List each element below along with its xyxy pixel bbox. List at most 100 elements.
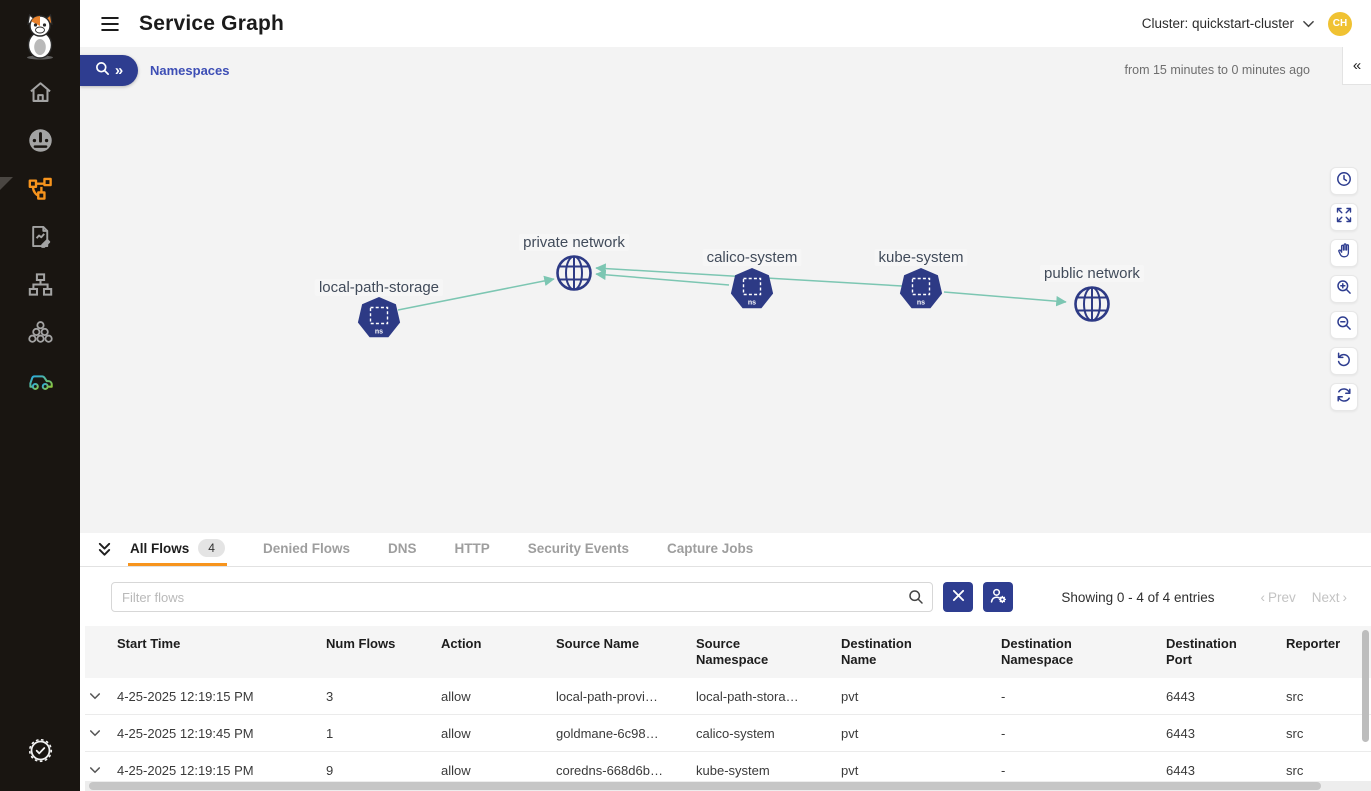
hamburger-menu-icon[interactable] — [99, 13, 121, 35]
time-settings-button[interactable] — [1330, 167, 1358, 195]
showing-entries-label: Showing 0 - 4 of 4 entries — [1061, 589, 1215, 605]
svg-text:ns: ns — [917, 300, 925, 307]
refresh-button[interactable] — [1330, 383, 1358, 411]
sidebar-item-service-graph[interactable] — [0, 167, 80, 215]
flows-tabbar: All Flows 4 Denied Flows DNS HTTP Securi… — [80, 533, 1371, 567]
collapse-flows-panel-button[interactable] — [96, 541, 113, 558]
graph-node-label[interactable]: private network — [519, 234, 629, 251]
tab-label: Denied Flows — [262, 540, 350, 556]
chevrons-down-icon — [98, 542, 111, 556]
network-sitemap-icon — [27, 271, 54, 303]
col-source-name[interactable]: Source Name — [556, 636, 640, 651]
col-destination-name[interactable]: Destination Name — [841, 636, 912, 668]
flow-settings-button[interactable] — [983, 582, 1013, 612]
cell-destination-name: pvt — [841, 725, 859, 741]
sidebar-item-compliance[interactable] — [0, 729, 80, 777]
cell-source-name: local-path-provi… — [556, 688, 658, 704]
horizontal-scrollbar-thumb[interactable] — [89, 782, 1321, 790]
close-icon — [952, 589, 965, 605]
search-icon — [908, 589, 924, 610]
home-icon — [27, 79, 54, 111]
chevrons-right-icon: » — [114, 62, 124, 79]
col-source-namespace[interactable]: Source Namespace — [696, 636, 769, 668]
car-icon — [27, 367, 54, 399]
cell-num-flows: 3 — [326, 688, 334, 704]
tab-all-flows[interactable]: All Flows 4 — [128, 533, 227, 566]
graph-node-label[interactable]: public network — [1040, 265, 1144, 282]
horizontal-scrollbar[interactable] — [85, 781, 1371, 791]
reports-icon — [27, 223, 54, 255]
user-gear-icon — [989, 587, 1007, 608]
col-destination-namespace[interactable]: Destination Namespace — [1001, 636, 1074, 668]
cluster-selector[interactable]: Cluster: quickstart-cluster — [1142, 16, 1314, 31]
namespace-heptagon-icon: ns — [730, 268, 774, 315]
graph-node-namespace[interactable]: ns — [899, 267, 943, 316]
sidebar-item-cluster[interactable] — [0, 311, 80, 359]
chevron-down-icon — [89, 766, 101, 773]
graph-tools — [1330, 167, 1358, 411]
compliance-badge-icon — [27, 737, 54, 769]
filter-flows-input[interactable] — [111, 582, 933, 612]
cell-source-namespace: calico-system — [696, 725, 775, 741]
table-row[interactable]: 4-25-2025 12:19:45 PM 1 allow goldmane-6… — [85, 715, 1371, 752]
graph-node-namespace[interactable]: ns — [357, 296, 401, 345]
graph-node-network[interactable] — [1072, 284, 1112, 329]
right-panel-toggle[interactable]: « — [1342, 47, 1371, 85]
tab-security-events[interactable]: Security Events — [526, 533, 631, 566]
row-expand-button[interactable] — [85, 729, 117, 738]
undo-button[interactable] — [1330, 347, 1358, 375]
clear-filter-button[interactable] — [943, 582, 973, 612]
sidebar-active-notch — [0, 177, 13, 190]
zoom-out-button[interactable] — [1330, 311, 1358, 339]
chevron-down-icon — [1303, 16, 1314, 31]
chevron-left-icon: ‹ — [1260, 589, 1265, 605]
col-reporter[interactable]: Reporter — [1286, 636, 1341, 651]
zoom-in-button[interactable] — [1330, 275, 1358, 303]
cell-destination-name: pvt — [841, 762, 859, 778]
cluster-nodes-icon — [27, 319, 54, 351]
graph-node-label[interactable]: local-path-storage — [314, 279, 444, 296]
pan-button[interactable] — [1330, 239, 1358, 267]
search-pill-button[interactable]: » — [80, 55, 138, 86]
prev-page-button[interactable]: ‹ Prev — [1260, 590, 1295, 605]
col-action[interactable]: Action — [441, 636, 482, 651]
sidebar-item-network[interactable] — [0, 263, 80, 311]
vertical-scrollbar[interactable] — [1362, 630, 1369, 742]
cell-start-time: 4-25-2025 12:19:15 PM — [117, 762, 254, 778]
fit-screen-button[interactable] — [1330, 203, 1358, 231]
tab-http[interactable]: HTTP — [452, 533, 491, 566]
sidebar-item-home[interactable] — [0, 71, 80, 119]
cell-action: allow — [441, 762, 471, 778]
cell-start-time: 4-25-2025 12:19:45 PM — [117, 725, 254, 741]
graph-node-namespace[interactable]: ns — [730, 267, 774, 316]
tab-denied-flows[interactable]: Denied Flows — [261, 533, 352, 566]
namespace-heptagon-icon: ns — [899, 268, 943, 315]
row-expand-button[interactable] — [85, 692, 117, 701]
tab-capture-jobs[interactable]: Capture Jobs — [665, 533, 755, 566]
cell-num-flows: 9 — [326, 762, 334, 778]
zoom-in-icon — [1336, 279, 1352, 300]
refresh-icon — [1336, 387, 1352, 408]
svg-text:ns: ns — [375, 329, 383, 336]
sidebar-item-workload[interactable] — [0, 359, 80, 407]
col-destination-port[interactable]: Destination Port — [1166, 636, 1237, 668]
cell-start-time: 4-25-2025 12:19:15 PM — [117, 688, 254, 704]
page-title: Service Graph — [139, 11, 285, 35]
row-expand-button[interactable] — [85, 766, 117, 775]
cell-action: allow — [441, 688, 471, 704]
next-page-button[interactable]: Next › — [1312, 590, 1347, 605]
graph-node-label[interactable]: calico-system — [702, 249, 802, 266]
graph-node-label[interactable]: kube-system — [874, 249, 968, 266]
breadcrumb[interactable]: Namespaces — [150, 62, 230, 78]
service-graph-canvas[interactable]: local-path-storage ns private network ca… — [80, 93, 1371, 533]
graph-edges — [397, 263, 1067, 311]
sidebar-item-dashboard[interactable] — [0, 119, 80, 167]
avatar[interactable]: CH — [1328, 11, 1352, 36]
tab-dns[interactable]: DNS — [386, 533, 419, 566]
col-num-flows[interactable]: Num Flows — [326, 636, 396, 651]
table-row[interactable]: 4-25-2025 12:19:15 PM 3 allow local-path… — [85, 678, 1371, 715]
graph-node-network[interactable] — [554, 253, 594, 298]
sidebar-item-reports[interactable] — [0, 215, 80, 263]
col-start-time[interactable]: Start Time — [117, 636, 181, 651]
cell-action: allow — [441, 725, 471, 741]
